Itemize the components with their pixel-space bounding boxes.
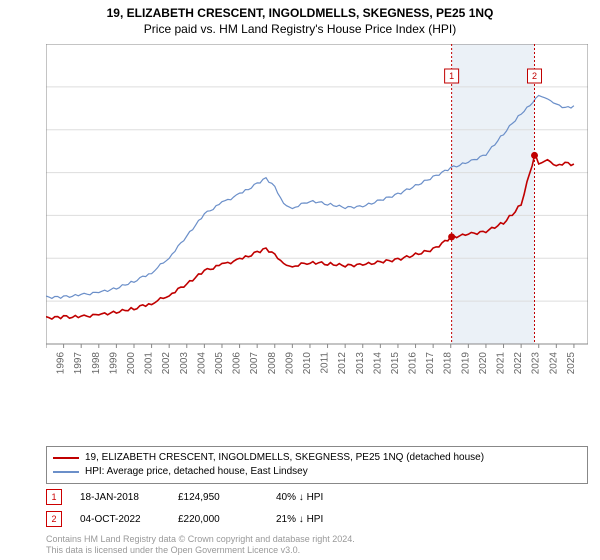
legend-label: HPI: Average price, detached house, East… [85, 465, 308, 479]
svg-text:2002: 2002 [161, 352, 172, 375]
legend-swatch [53, 471, 79, 473]
legend-label: 19, ELIZABETH CRESCENT, INGOLDMELLS, SKE… [85, 451, 484, 465]
svg-text:2014: 2014 [372, 352, 383, 375]
svg-text:2011: 2011 [320, 352, 331, 374]
svg-text:2012: 2012 [337, 352, 348, 375]
legend-row: 19, ELIZABETH CRESCENT, INGOLDMELLS, SKE… [53, 451, 581, 465]
legend: 19, ELIZABETH CRESCENT, INGOLDMELLS, SKE… [46, 446, 588, 484]
svg-text:2016: 2016 [408, 352, 419, 375]
svg-text:1995: 1995 [46, 352, 49, 375]
legend-row: HPI: Average price, detached house, East… [53, 465, 581, 479]
svg-text:1999: 1999 [108, 352, 119, 375]
marker-badge: 2 [46, 511, 62, 527]
marker-date: 18-JAN-2018 [80, 492, 160, 503]
svg-text:2001: 2001 [144, 352, 155, 375]
svg-text:2006: 2006 [232, 352, 243, 375]
svg-text:2005: 2005 [214, 352, 225, 375]
chart-svg: £0£50K£100K£150K£200K£250K£300K£350K1995… [46, 44, 588, 394]
footer: Contains HM Land Registry data © Crown c… [46, 534, 588, 556]
marker-delta: 40% ↓ HPI [276, 492, 356, 503]
marker-delta: 21% ↓ HPI [276, 514, 356, 525]
marker-table: 1 18-JAN-2018 £124,950 40% ↓ HPI 2 04-OC… [46, 486, 588, 530]
svg-text:2023: 2023 [531, 352, 542, 375]
svg-text:2004: 2004 [196, 352, 207, 375]
svg-text:2024: 2024 [548, 352, 559, 375]
svg-text:2018: 2018 [443, 352, 454, 375]
svg-text:1996: 1996 [56, 352, 67, 375]
footer-line2: This data is licensed under the Open Gov… [46, 545, 588, 556]
marker-date: 04-OCT-2022 [80, 514, 160, 525]
svg-text:2019: 2019 [460, 352, 471, 375]
chart: £0£50K£100K£150K£200K£250K£300K£350K1995… [46, 44, 588, 394]
marker-price: £220,000 [178, 514, 258, 525]
footer-line1: Contains HM Land Registry data © Crown c… [46, 534, 588, 545]
svg-text:2010: 2010 [302, 352, 313, 375]
svg-text:2000: 2000 [126, 352, 137, 375]
svg-text:1: 1 [449, 71, 454, 81]
svg-text:2: 2 [532, 71, 537, 81]
svg-text:2007: 2007 [249, 352, 260, 375]
marker-table-row: 2 04-OCT-2022 £220,000 21% ↓ HPI [46, 508, 588, 530]
svg-text:2015: 2015 [390, 352, 401, 375]
svg-text:2020: 2020 [478, 352, 489, 375]
chart-title-line1: 19, ELIZABETH CRESCENT, INGOLDMELLS, SKE… [0, 0, 600, 20]
svg-text:2009: 2009 [284, 352, 295, 375]
legend-swatch [53, 457, 79, 459]
svg-text:2021: 2021 [496, 352, 507, 375]
svg-text:1997: 1997 [73, 352, 84, 375]
svg-text:2008: 2008 [267, 352, 278, 375]
svg-text:2003: 2003 [179, 352, 190, 375]
marker-price: £124,950 [178, 492, 258, 503]
marker-table-row: 1 18-JAN-2018 £124,950 40% ↓ HPI [46, 486, 588, 508]
svg-text:1998: 1998 [91, 352, 102, 375]
svg-text:2025: 2025 [566, 352, 577, 375]
svg-text:2022: 2022 [513, 352, 524, 375]
svg-text:2013: 2013 [355, 352, 366, 375]
chart-title-line2: Price paid vs. HM Land Registry's House … [0, 20, 600, 40]
svg-text:2017: 2017 [425, 352, 436, 375]
marker-badge: 1 [46, 489, 62, 505]
